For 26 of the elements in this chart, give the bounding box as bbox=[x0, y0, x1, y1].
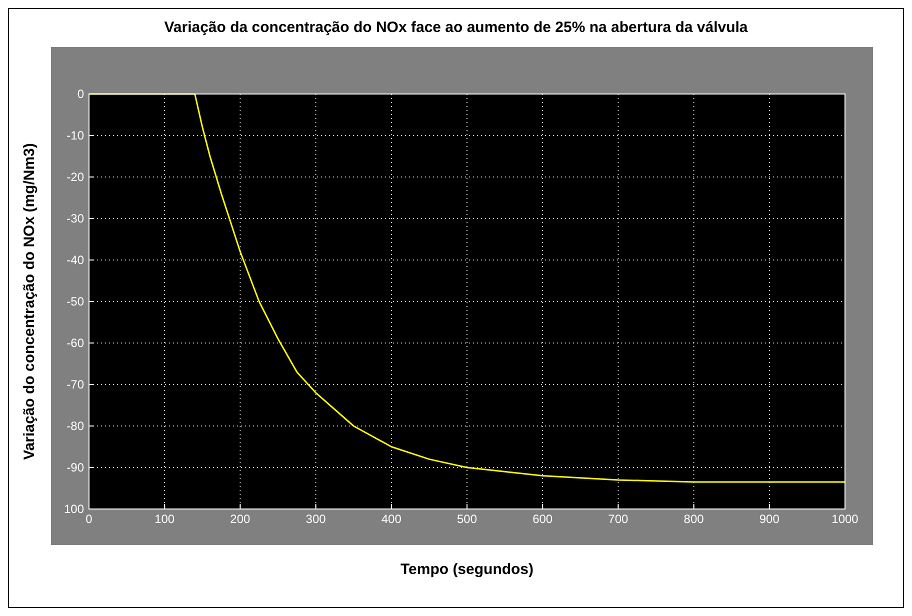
x-tick-label: 900 bbox=[759, 512, 780, 526]
x-tick-label: 400 bbox=[381, 512, 402, 526]
x-tick-label: 0 bbox=[86, 512, 93, 526]
y-tick-label: 100 bbox=[64, 502, 84, 516]
y-tick-label: -50 bbox=[66, 294, 84, 308]
x-tick-label: 500 bbox=[456, 512, 478, 526]
y-tick-label: -80 bbox=[66, 419, 84, 433]
y-tick-label: -30 bbox=[66, 212, 84, 226]
y-tick-label: 0 bbox=[77, 87, 84, 101]
y-tick-label: -10 bbox=[66, 128, 84, 142]
line-series bbox=[88, 93, 846, 483]
chart-title: Variação da concentração do NOx face ao aumento de 25% na abertura da válvula bbox=[164, 19, 748, 36]
y-tick-label: -40 bbox=[66, 253, 84, 267]
x-tick-label: 200 bbox=[230, 512, 251, 526]
y-tick-label: -60 bbox=[66, 336, 84, 350]
y-axis-title: Variação do concentração do NOx (mg/Nm3) bbox=[21, 143, 38, 460]
x-tick-label: 700 bbox=[608, 512, 629, 526]
x-tick-label: 600 bbox=[532, 512, 553, 526]
x-tick-label: 800 bbox=[684, 512, 704, 526]
y-tick-label: -70 bbox=[66, 378, 84, 392]
x-tick-label: 1000 bbox=[832, 512, 859, 526]
x-axis-title: Tempo (segundos) bbox=[400, 561, 534, 578]
x-tick-label: 100 bbox=[154, 512, 175, 526]
y-tick-label: -20 bbox=[66, 170, 84, 184]
x-tick-label: 300 bbox=[306, 512, 326, 526]
y-tick-label: -90 bbox=[66, 460, 84, 474]
